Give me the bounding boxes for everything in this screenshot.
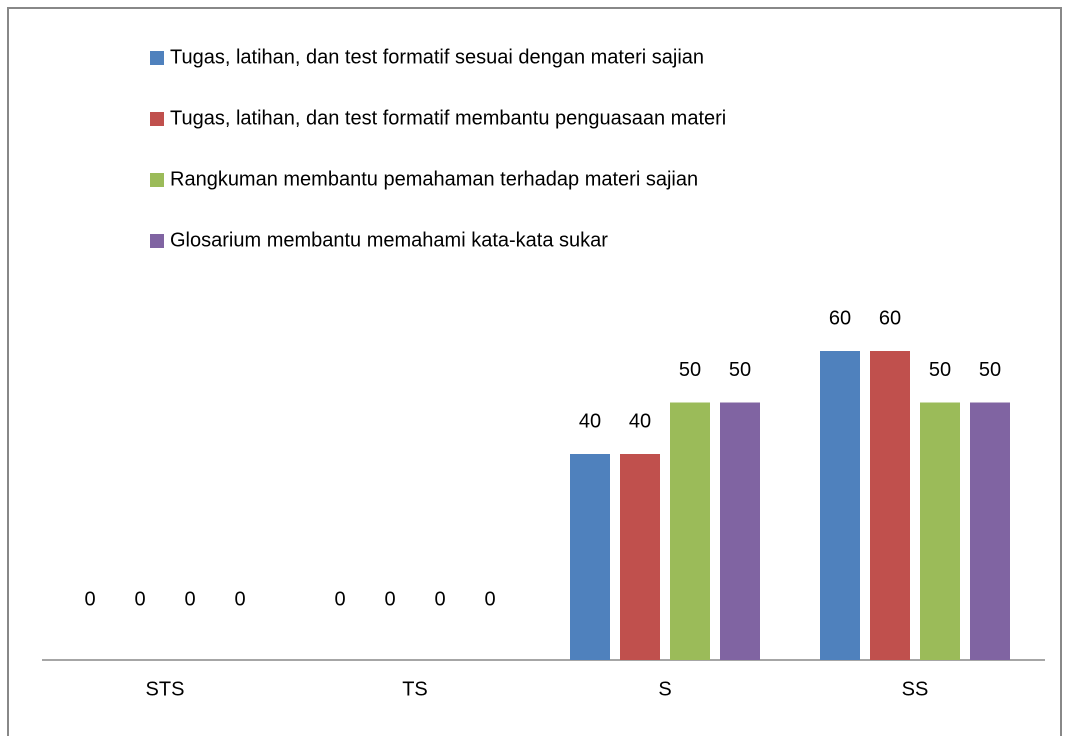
data-label: 50 — [929, 359, 951, 381]
chart-frame — [7, 7, 1062, 736]
bar — [570, 454, 610, 660]
data-label: 0 — [434, 588, 445, 610]
legend-label: Rangkuman membantu pemahaman terhadap ma… — [170, 168, 698, 190]
data-label: 0 — [384, 588, 395, 610]
bar — [670, 402, 710, 660]
legend-label: Glosarium membantu memahami kata-kata su… — [170, 229, 608, 251]
bar — [970, 402, 1010, 660]
data-label: 50 — [979, 359, 1001, 381]
legend-label: Tugas, latihan, dan test formatif sesuai… — [170, 46, 704, 68]
legend-swatch — [150, 112, 164, 126]
data-label: 40 — [629, 410, 651, 432]
legend-swatch — [150, 234, 164, 248]
bar — [620, 454, 660, 660]
data-label: 0 — [134, 588, 145, 610]
data-label: 50 — [729, 359, 751, 381]
data-label: 40 — [579, 410, 601, 432]
bar — [870, 351, 910, 660]
data-label: 60 — [879, 307, 901, 329]
legend-label: Tugas, latihan, dan test formatif memban… — [170, 107, 726, 129]
data-label: 50 — [679, 359, 701, 381]
x-tick-label: SS — [902, 678, 929, 700]
x-tick-label: TS — [402, 678, 428, 700]
data-label: 0 — [234, 588, 245, 610]
data-label: 0 — [184, 588, 195, 610]
data-label: 0 — [484, 588, 495, 610]
legend-swatch — [150, 173, 164, 187]
legend-swatch — [150, 51, 164, 65]
data-label: 60 — [829, 307, 851, 329]
data-label: 0 — [84, 588, 95, 610]
x-tick-label: STS — [146, 678, 185, 700]
x-tick-label: S — [658, 678, 671, 700]
data-label: 0 — [334, 588, 345, 610]
bar — [920, 402, 960, 660]
bar — [720, 402, 760, 660]
bar — [820, 351, 860, 660]
